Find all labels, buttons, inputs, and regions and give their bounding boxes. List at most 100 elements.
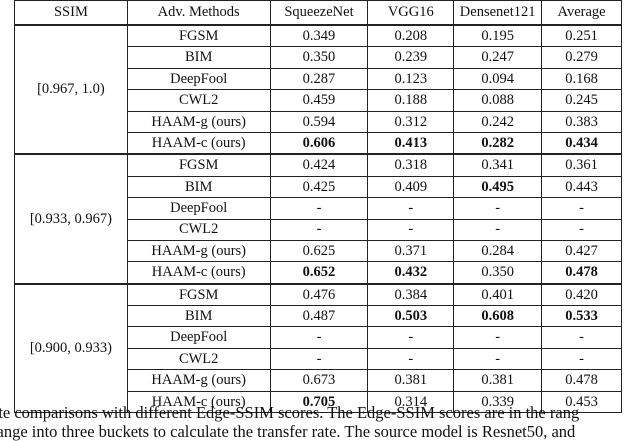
- table-row: CWL2- - - -: [15, 347, 622, 370]
- value-cell: 0.425: [269, 175, 369, 198]
- table-row: [0.933, 0.967) FGSM 0.424 0.318 0.341 0.361: [14, 153, 622, 285]
- header-vgg16: VGG16: [367, 0, 455, 26]
- value-cell: 0.242: [453, 110, 543, 133]
- table-body: [0.967, 1.0) FGSM 0.349 0.208 0.195 0.251 BIM 0…: [14, 23, 622, 414]
- method-cell: DeepFool: [126, 197, 271, 220]
- value-cell: 0.284: [453, 239, 543, 262]
- method-cell: CWL2: [126, 218, 271, 241]
- value-cell: -: [269, 197, 369, 220]
- value-cell: 0.495: [453, 175, 543, 198]
- value-cell: 0.424: [269, 153, 369, 177]
- table-row: HAAM-g (ours) 0.625 0.371 0.284 0.427: [15, 239, 622, 262]
- ssim-range-cell: [0.900, 0.933): [14, 282, 128, 414]
- value-cell: 0.476: [269, 282, 369, 306]
- value-cell: 0.503: [367, 305, 455, 327]
- value-cell: 0.443: [541, 175, 622, 198]
- value-cell: 0.350: [453, 261, 543, 284]
- header-adv-methods: Adv. Methods: [126, 0, 271, 26]
- value-cell: 0.312: [367, 110, 455, 133]
- table-row: HAAM-c (ours) 0.705 0.314 0.339 0.453: [15, 390, 622, 414]
- table-row: HAAM-g (ours) 0.594 0.312 0.242 0.383: [15, 110, 622, 133]
- value-cell: -: [367, 218, 455, 241]
- method-cell: HAAM-g (ours): [126, 369, 271, 392]
- table-row: [0.967, 1.0) FGSM 0.349 0.208 0.195 0.251: [14, 23, 622, 155]
- table-row: BIM 0.350 0.239 0.247 0.279: [15, 46, 622, 69]
- method-cell: FGSM: [126, 24, 271, 47]
- value-cell: -: [269, 326, 369, 349]
- value-cell: -: [367, 197, 455, 220]
- value-cell: 0.608: [453, 305, 543, 327]
- value-cell: 0.349: [269, 24, 369, 47]
- table-row: DeepFool - - - -: [15, 197, 622, 220]
- table-row: DeepFool 0.287 0.123 0.094 0.168: [15, 67, 622, 90]
- table-row: HAAM-c (ours) 0.652 0.432 0.350 0.478: [15, 261, 622, 284]
- method-cell: HAAM-c (ours): [126, 131, 271, 155]
- value-cell: 0.413: [367, 131, 455, 155]
- value-cell: 0.247: [453, 46, 543, 69]
- value-cell: 0.094: [453, 67, 543, 90]
- value-cell: 0.401: [453, 282, 543, 306]
- value-cell: 0.409: [367, 175, 455, 198]
- value-cell: 0.594: [269, 110, 369, 133]
- value-cell: -: [453, 218, 543, 241]
- value-cell: -: [453, 326, 543, 349]
- table-row: BIM 0.425 0.409 0.495 0.443: [15, 175, 622, 198]
- table-row: DeepFool - - - -: [15, 326, 622, 349]
- results-table: SSIM Adv. Methods SqueezeNet VGG16 Dense…: [14, 0, 622, 414]
- value-cell: 0.533: [541, 305, 622, 327]
- method-cell: BIM: [126, 175, 271, 198]
- caption-line-2: range into three buckets to calculate th…: [0, 422, 576, 441]
- value-cell: 0.705: [269, 390, 369, 414]
- table-row: CWL2- - - -: [15, 218, 622, 241]
- table-row: BIM 0.487 0.503 0.608 0.533: [15, 305, 622, 327]
- header-average: Average: [541, 0, 622, 26]
- header-densenet121: Densenet121: [453, 0, 543, 26]
- method-cell: CWL2: [126, 347, 271, 370]
- value-cell: 0.341: [453, 153, 543, 177]
- method-cell: HAAM-c (ours): [126, 261, 271, 284]
- table-row: [0.900, 0.933) FGSM 0.476 0.384 0.401 0.420: [14, 282, 622, 414]
- value-cell: 0.314: [367, 390, 455, 414]
- value-cell: 0.381: [453, 369, 543, 392]
- method-cell: CWL2: [126, 89, 271, 112]
- value-cell: -: [541, 326, 622, 349]
- method-cell: HAAM-c (ours): [126, 390, 271, 414]
- value-cell: 0.168: [541, 67, 622, 90]
- value-cell: -: [269, 218, 369, 241]
- value-cell: 0.208: [367, 24, 455, 47]
- value-cell: -: [367, 347, 455, 370]
- method-cell: BIM: [126, 305, 271, 327]
- value-cell: 0.673: [269, 369, 369, 392]
- value-cell: 0.318: [367, 153, 455, 177]
- table-caption: ate comparisons with different Edge-SSIM…: [0, 403, 640, 441]
- value-cell: 0.371: [367, 239, 455, 262]
- value-cell: -: [541, 347, 622, 370]
- method-cell: FGSM: [126, 153, 271, 177]
- value-cell: -: [367, 326, 455, 349]
- value-cell: 0.625: [269, 239, 369, 262]
- value-cell: 0.251: [541, 24, 622, 47]
- value-cell: -: [541, 197, 622, 220]
- value-cell: 0.361: [541, 153, 622, 177]
- method-cell: HAAM-g (ours): [126, 239, 271, 262]
- ssim-range-cell: [0.967, 1.0): [14, 23, 128, 155]
- value-cell: -: [541, 218, 622, 241]
- table-row: CWL2 0.459 0.188 0.088 0.245: [15, 89, 622, 112]
- value-cell: 0.383: [541, 110, 622, 133]
- value-cell: 0.188: [367, 89, 455, 112]
- value-cell: -: [269, 347, 369, 370]
- value-cell: 0.487: [269, 305, 369, 327]
- value-cell: 0.453: [541, 390, 622, 414]
- value-cell: 0.282: [453, 131, 543, 155]
- value-cell: 0.287: [269, 67, 369, 90]
- value-cell: 0.652: [269, 261, 369, 284]
- table-row: HAAM-c (ours) 0.606 0.413 0.282 0.434: [15, 131, 622, 155]
- value-cell: 0.381: [367, 369, 455, 392]
- value-cell: 0.339: [453, 390, 543, 414]
- value-cell: 0.420: [541, 282, 622, 306]
- value-cell: 0.432: [367, 261, 455, 284]
- value-cell: 0.123: [367, 67, 455, 90]
- header-ssim: SSIM: [14, 0, 128, 26]
- value-cell: -: [453, 197, 543, 220]
- method-cell: DeepFool: [126, 326, 271, 349]
